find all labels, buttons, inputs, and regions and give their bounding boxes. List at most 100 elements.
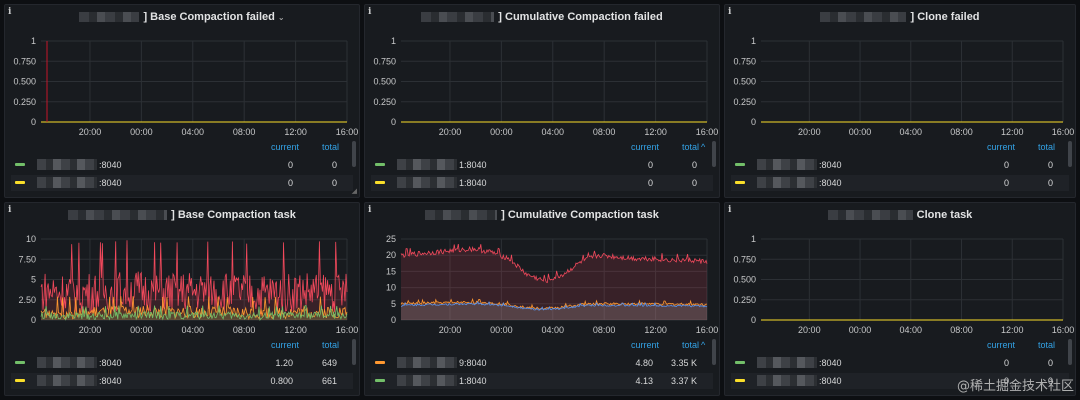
- legend-row[interactable]: 1:8040 0 0: [371, 175, 713, 191]
- x-tick-label: 04:00: [182, 127, 205, 137]
- series-total: 0: [1047, 178, 1053, 188]
- panel-1[interactable]: i] Base Compaction failed ⌄ 0 0.250 0.500 0.7…: [4, 4, 360, 198]
- series-name[interactable]: :8040: [99, 376, 122, 386]
- legend-row[interactable]: :8040 0 0: [731, 373, 1069, 389]
- panel-3[interactable]: i] Clone failed 0 0.250 0.500 0.750 1 20:00 00:…: [724, 4, 1076, 198]
- series-name[interactable]: :8040: [819, 358, 842, 368]
- x-tick-label: 08:00: [593, 325, 616, 335]
- x-tick-label: 08:00: [233, 127, 256, 137]
- legend-row[interactable]: :8040 0 0: [731, 175, 1069, 191]
- chevron-down-icon[interactable]: ⌄: [277, 12, 285, 22]
- legend-row[interactable]: 9:8040 4.80 3.35 K: [371, 355, 713, 371]
- panel-4[interactable]: i] Base Compaction task 0 2.50 5 7.50 10 20:00…: [4, 202, 360, 396]
- info-icon[interactable]: i: [728, 7, 732, 17]
- legend-header-total[interactable]: total: [681, 340, 699, 350]
- info-icon[interactable]: i: [8, 205, 12, 215]
- legend-row[interactable]: 1:8040 0 0: [371, 157, 713, 173]
- series-name[interactable]: 1:8040: [459, 376, 487, 386]
- series-area: [41, 296, 347, 320]
- panel-title[interactable]: Clone task: [725, 209, 1075, 225]
- sort-asc-icon[interactable]: ^: [701, 142, 706, 152]
- legend-header-current[interactable]: current: [986, 340, 1015, 350]
- sort-asc-icon[interactable]: ^: [701, 340, 706, 350]
- y-tick-label: 20: [386, 250, 396, 260]
- panel-title[interactable]: ] Base Compaction failed ⌄: [5, 11, 359, 27]
- legend-header-current[interactable]: current: [986, 142, 1015, 152]
- legend-header-current[interactable]: current: [630, 142, 659, 152]
- legend-header-total[interactable]: total: [681, 142, 699, 152]
- legend-row[interactable]: 1:8040 4.13 3.37 K: [371, 373, 713, 389]
- legend-row[interactable]: :8040 0.800 661: [11, 373, 353, 389]
- legend-scrollbar[interactable]: [352, 339, 356, 365]
- series-color-swatch[interactable]: [375, 181, 385, 184]
- legend-header-current[interactable]: current: [270, 340, 299, 350]
- x-tick-label: 04:00: [900, 127, 923, 137]
- panel-6[interactable]: i Clone task 0 0.250 0.500 0.750 1 20:00 00:00 04…: [724, 202, 1076, 396]
- series-color-swatch[interactable]: [735, 163, 745, 166]
- series-color-swatch[interactable]: [375, 163, 385, 166]
- series-color-swatch[interactable]: [375, 379, 385, 382]
- panel-2[interactable]: i] Cumulative Compaction failed 0 0.250 0.5…: [364, 4, 720, 198]
- redacted-host: [757, 357, 817, 368]
- info-icon[interactable]: i: [368, 205, 372, 215]
- legend-row[interactable]: :8040 0 0: [11, 175, 353, 191]
- resize-handle-icon[interactable]: ◢: [351, 188, 357, 195]
- panel-title[interactable]: ] Cumulative Compaction task: [365, 209, 719, 225]
- legend-header-current[interactable]: current: [630, 340, 659, 350]
- series-color-swatch[interactable]: [375, 361, 385, 364]
- panel-title[interactable]: ] Clone failed: [725, 11, 1075, 27]
- info-icon[interactable]: i: [8, 7, 12, 17]
- series-name[interactable]: 9:8040: [459, 358, 487, 368]
- x-tick-label: 12:00: [644, 325, 667, 335]
- series-color-swatch[interactable]: [735, 361, 745, 364]
- series-current: 0: [647, 160, 653, 170]
- dashboard-grid: i] Base Compaction failed ⌄ 0 0.250 0.500 0.7…: [4, 4, 1076, 396]
- series-color-swatch[interactable]: [735, 379, 745, 382]
- x-tick-label: 00:00: [490, 127, 513, 137]
- legend-row[interactable]: :8040 0 0: [731, 157, 1069, 173]
- watermark: @稀土掘金技术社区: [956, 379, 1074, 394]
- series-name[interactable]: :8040: [99, 160, 122, 170]
- legend-header-total[interactable]: total: [321, 142, 339, 152]
- y-tick-label: 0.750: [373, 56, 396, 66]
- y-tick-label: 1: [31, 36, 36, 46]
- info-icon[interactable]: i: [728, 205, 732, 215]
- series-name[interactable]: :8040: [819, 178, 842, 188]
- legend-scrollbar[interactable]: [712, 141, 716, 167]
- panel-title[interactable]: ] Base Compaction task: [5, 209, 359, 225]
- legend-header: current total: [209, 340, 349, 352]
- redacted-host: [827, 210, 913, 221]
- legend-scrollbar[interactable]: [352, 141, 356, 167]
- chart: 0 0.250 0.500 0.750 1 20:00 00:00 04:00 08:00 12:…: [373, 36, 718, 137]
- legend-scrollbar[interactable]: [1068, 141, 1072, 167]
- series-color-swatch[interactable]: [15, 163, 25, 166]
- legend-header-total[interactable]: total: [1037, 142, 1055, 152]
- legend-row[interactable]: :8040 0 0: [11, 157, 353, 173]
- series-color-swatch[interactable]: [15, 361, 25, 364]
- panel-title[interactable]: ] Cumulative Compaction failed: [365, 11, 719, 27]
- series-name[interactable]: 1:8040: [459, 178, 487, 188]
- legend-header-current[interactable]: current: [270, 142, 299, 152]
- series-name[interactable]: :8040: [99, 178, 122, 188]
- series-color-swatch[interactable]: [15, 379, 25, 382]
- y-tick-label: 5: [391, 299, 396, 309]
- legend-scrollbar[interactable]: [712, 339, 716, 365]
- series-current: 0: [647, 178, 653, 188]
- legend-scrollbar[interactable]: [1068, 339, 1072, 365]
- series-name[interactable]: :8040: [819, 160, 842, 170]
- panel-5[interactable]: i] Cumulative Compaction task 0 5 10 15 20 25 2…: [364, 202, 720, 396]
- legend-row[interactable]: :8040 1.20 649: [11, 355, 353, 371]
- series-name[interactable]: 1:8040: [459, 160, 487, 170]
- series-name[interactable]: :8040: [819, 376, 842, 386]
- info-icon[interactable]: i: [368, 7, 372, 17]
- legend-header-total[interactable]: total: [1037, 340, 1055, 350]
- legend-row[interactable]: :8040 0 0: [731, 355, 1069, 371]
- panel-title-text: ] Base Compaction failed: [143, 11, 275, 23]
- series-total: 0: [331, 178, 337, 188]
- y-tick-label: 0.250: [13, 97, 36, 107]
- series-name[interactable]: :8040: [99, 358, 122, 368]
- chart: 0 0.250 0.500 0.750 1 20:00 00:00 04:00 08:00 12:…: [733, 36, 1074, 137]
- series-color-swatch[interactable]: [15, 181, 25, 184]
- series-color-swatch[interactable]: [735, 181, 745, 184]
- legend-header-total[interactable]: total: [321, 340, 339, 350]
